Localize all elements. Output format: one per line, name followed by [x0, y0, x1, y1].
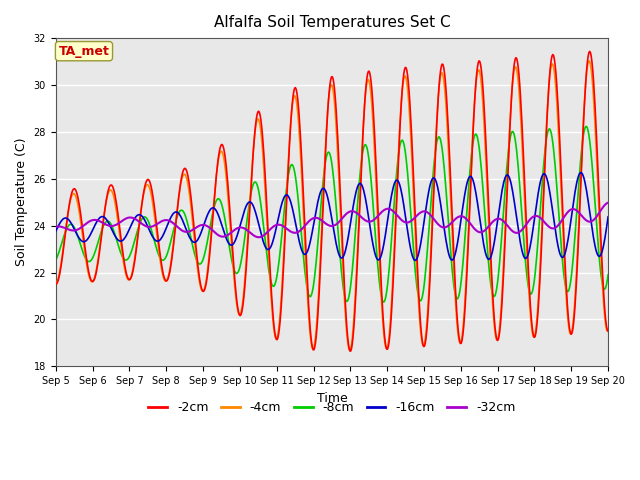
Legend: -2cm, -4cm, -8cm, -16cm, -32cm: -2cm, -4cm, -8cm, -16cm, -32cm [143, 396, 520, 419]
Y-axis label: Soil Temperature (C): Soil Temperature (C) [15, 138, 28, 266]
Title: Alfalfa Soil Temperatures Set C: Alfalfa Soil Temperatures Set C [214, 15, 450, 30]
Text: TA_met: TA_met [58, 45, 109, 58]
X-axis label: Time: Time [317, 392, 348, 405]
